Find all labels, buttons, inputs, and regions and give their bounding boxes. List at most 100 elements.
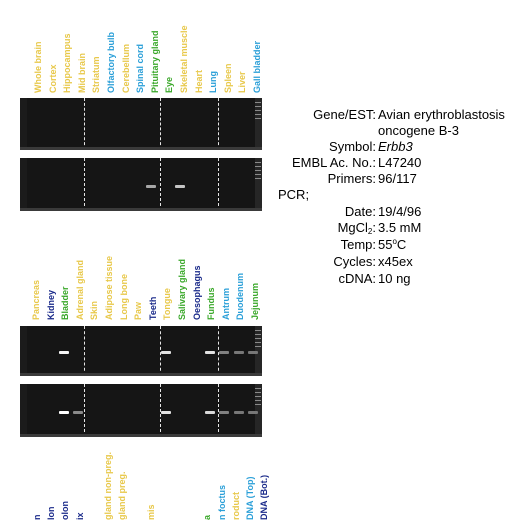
ladder-mark bbox=[255, 162, 261, 163]
gel-band bbox=[161, 411, 171, 414]
ladder-mark bbox=[255, 400, 261, 401]
cycles-key: Cycles: bbox=[333, 254, 376, 269]
ladder-mark bbox=[255, 118, 261, 119]
ladder-mark bbox=[255, 174, 261, 175]
gel-band bbox=[219, 411, 229, 414]
lane-label: roduct bbox=[231, 492, 241, 520]
lane-label: n foctus bbox=[217, 485, 227, 520]
lane-label: Paw bbox=[133, 302, 143, 320]
gene-value-line2: oncogene B-3 bbox=[378, 123, 459, 138]
lane-label: Adrenal gland bbox=[75, 260, 85, 320]
lane-divider bbox=[84, 326, 85, 376]
gel-edge bbox=[20, 384, 27, 437]
embl-value: L47240 bbox=[378, 155, 421, 170]
lane-label: Teeth bbox=[148, 297, 158, 320]
gel-band bbox=[59, 411, 69, 414]
ladder-mark bbox=[255, 178, 261, 179]
gel-band bbox=[161, 351, 171, 354]
gene-value: Avian erythroblastosis bbox=[378, 107, 505, 122]
symbol-value: Erbb3 bbox=[378, 139, 413, 154]
gel-band bbox=[146, 185, 156, 188]
lane-label: Hippocampus bbox=[62, 33, 72, 93]
pcr-label: PCR; bbox=[278, 187, 309, 202]
gel-front bbox=[20, 147, 262, 150]
lane-label: Long bone bbox=[119, 274, 129, 320]
cycles-value: x45ex bbox=[378, 254, 413, 269]
gel-edge bbox=[20, 98, 27, 150]
lane-label: n bbox=[32, 515, 42, 520]
cdna-key: cDNA: bbox=[338, 271, 376, 286]
ladder-mark bbox=[255, 396, 261, 397]
lane-label: Tongue bbox=[162, 288, 172, 320]
gel-band bbox=[59, 351, 69, 354]
lane-label: Cerebellum bbox=[121, 44, 131, 93]
lane-label: olon bbox=[60, 501, 70, 520]
lane-divider bbox=[84, 384, 85, 437]
lane-divider bbox=[218, 98, 219, 150]
ladder-mark bbox=[255, 334, 261, 335]
lane-label: Kidney bbox=[46, 290, 56, 320]
ladder-mark bbox=[255, 110, 261, 111]
lane-label: Jejunum bbox=[250, 283, 260, 320]
gel-image bbox=[20, 384, 262, 437]
lane-label: Skin bbox=[89, 301, 99, 320]
lane-label: Spleen bbox=[223, 63, 233, 93]
gel-front bbox=[20, 208, 262, 211]
lane-label: Adipose tissue bbox=[104, 256, 114, 320]
lane-label: Eye bbox=[164, 77, 174, 93]
gel-band bbox=[205, 411, 215, 414]
temp-value: 55oC bbox=[378, 237, 406, 252]
lane-label: Whole brain bbox=[33, 42, 43, 94]
lane-divider bbox=[160, 98, 161, 150]
lane-label: Skeletal muscle bbox=[179, 25, 189, 93]
primers-key: Primers: bbox=[328, 171, 376, 186]
date-value: 19/4/96 bbox=[378, 204, 421, 219]
lane-label: mis bbox=[146, 504, 156, 520]
gene-key: Gene/EST: bbox=[313, 107, 376, 122]
lane-label: DNA (Bot.) bbox=[259, 475, 269, 520]
gel-band bbox=[175, 185, 185, 188]
lane-label: Pituitary gland bbox=[150, 30, 160, 93]
mgcl-key: MgCl2: bbox=[338, 220, 376, 236]
lane-label: Salivary gland bbox=[177, 259, 187, 320]
lane-label: Spinal cord bbox=[135, 44, 145, 93]
gel-edge bbox=[20, 326, 27, 376]
ladder-mark bbox=[255, 392, 261, 393]
lane-label: Pancreas bbox=[31, 280, 41, 320]
lane-divider bbox=[84, 98, 85, 150]
ladder-mark bbox=[255, 338, 261, 339]
lane-label: Striatum bbox=[91, 56, 101, 93]
lane-label: lon bbox=[46, 507, 56, 520]
ladder-mark bbox=[255, 346, 261, 347]
symbol-key: Symbol: bbox=[329, 139, 376, 154]
lane-label: Antrum bbox=[221, 288, 231, 320]
gel-image bbox=[20, 158, 262, 211]
ladder-mark bbox=[255, 114, 261, 115]
gel-band bbox=[248, 351, 258, 354]
gel-front bbox=[20, 373, 262, 376]
lane-label: Cortex bbox=[48, 64, 58, 93]
lane-label: Lung bbox=[208, 71, 218, 93]
gel-band bbox=[234, 411, 244, 414]
lane-label: Mid brain bbox=[77, 53, 87, 93]
lane-divider bbox=[160, 158, 161, 211]
gel-band bbox=[248, 411, 258, 414]
lane-label: Heart bbox=[194, 70, 204, 93]
lane-divider bbox=[84, 158, 85, 211]
lane-label: DNA (Top) bbox=[245, 477, 255, 520]
lane-label: ix bbox=[75, 512, 85, 520]
lane-label: Oesophagus bbox=[192, 265, 202, 320]
gel-band bbox=[234, 351, 244, 354]
lane-label: Olfactory bulb bbox=[106, 32, 116, 93]
gel-band bbox=[73, 411, 83, 414]
ladder-mark bbox=[255, 342, 261, 343]
cdna-value: 10 ng bbox=[378, 271, 411, 286]
lane-label: a bbox=[202, 515, 212, 520]
lane-label: Gall bladder bbox=[252, 41, 262, 93]
ladder-mark bbox=[255, 170, 261, 171]
temp-key: Temp: bbox=[341, 237, 376, 252]
gel-edge bbox=[20, 158, 27, 211]
lane-label: Fundus bbox=[206, 288, 216, 321]
mgcl-value: 3.5 mM bbox=[378, 220, 421, 235]
ladder-mark bbox=[255, 106, 261, 107]
